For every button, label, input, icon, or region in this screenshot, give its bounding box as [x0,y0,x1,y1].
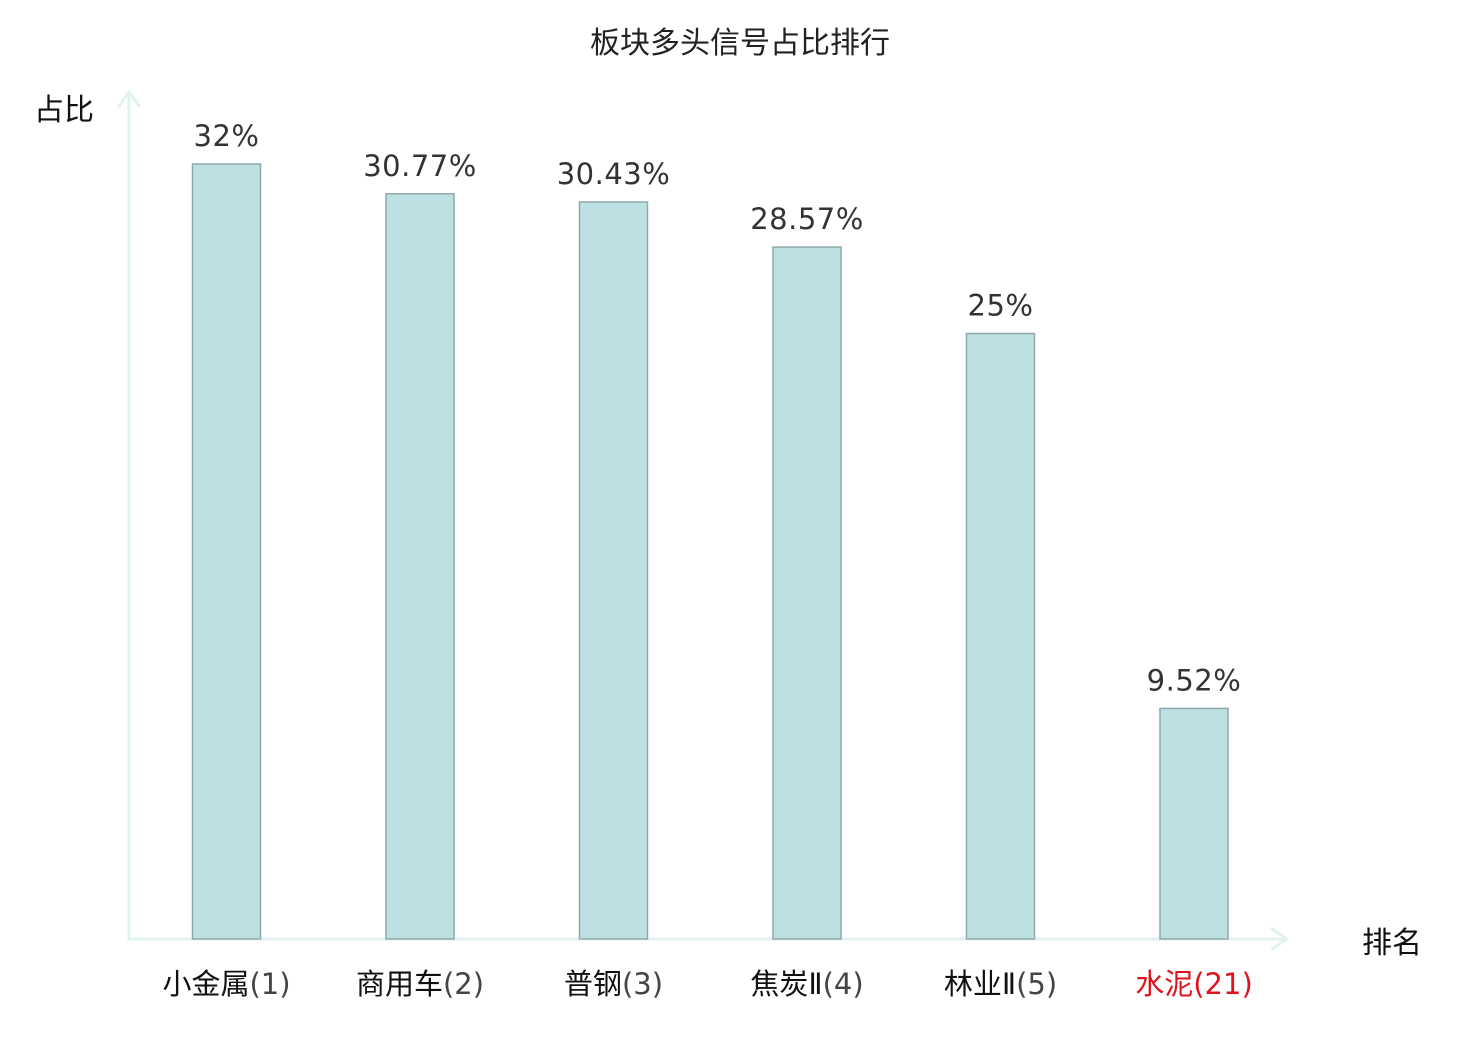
axes [117,90,1289,951]
x-axis-label: 排名 [1362,926,1422,961]
category-label-4: 焦炭Ⅱ(4) [750,967,863,1001]
category-name: 普钢 [564,967,622,1001]
category-rank: (2) [443,967,484,1001]
bar-4 [772,246,842,940]
category-labels-group: 小金属(1) 商用车(2) 普钢(3) 焦炭Ⅱ(4) 林业Ⅱ(5) 水泥(21) [162,967,1252,1001]
value-label-2: 30.77% [363,149,477,183]
category-label-1: 小金属(1) [162,967,290,1001]
category-name: 商用车 [356,967,443,1001]
bar-5 [965,332,1036,940]
bar-3 [578,201,649,940]
x-axis-arrow-icon [1270,927,1289,951]
value-label-4: 28.57% [750,202,864,236]
category-rank: (5) [1016,967,1057,1001]
y-axis-label: 占比 [34,93,94,128]
bar-6 [1159,707,1229,940]
category-rank: (4) [823,967,864,1001]
category-label-3: 普钢(3) [564,967,663,1001]
category-label-5: 林业Ⅱ(5) [944,967,1057,1001]
y-axis-arrow-icon [117,90,141,108]
category-name: 焦炭Ⅱ [750,967,822,1001]
category-label-2: 商用车(2) [356,967,484,1001]
category-name: 小金属 [162,967,249,1001]
category-name: 水泥 [1135,967,1193,1001]
value-label-1: 32% [194,119,260,153]
value-label-3: 30.43% [557,157,671,191]
category-rank: (1) [249,967,290,1001]
category-name: 林业Ⅱ [944,967,1016,1001]
value-label-5: 25% [968,289,1034,323]
bars-group [191,163,1229,940]
category-label-6: 水泥(21) [1135,967,1253,1001]
bar-2 [385,193,455,940]
category-rank: (3) [622,967,663,1001]
value-labels-group: 32% 30.77% 30.43% 28.57% 25% 9.52% [194,119,1242,697]
chart-title: 板块多头信号占比排行 [590,26,890,61]
category-rank: (21) [1193,967,1253,1001]
value-label-6: 9.52% [1147,663,1242,697]
bar-1 [191,163,262,940]
